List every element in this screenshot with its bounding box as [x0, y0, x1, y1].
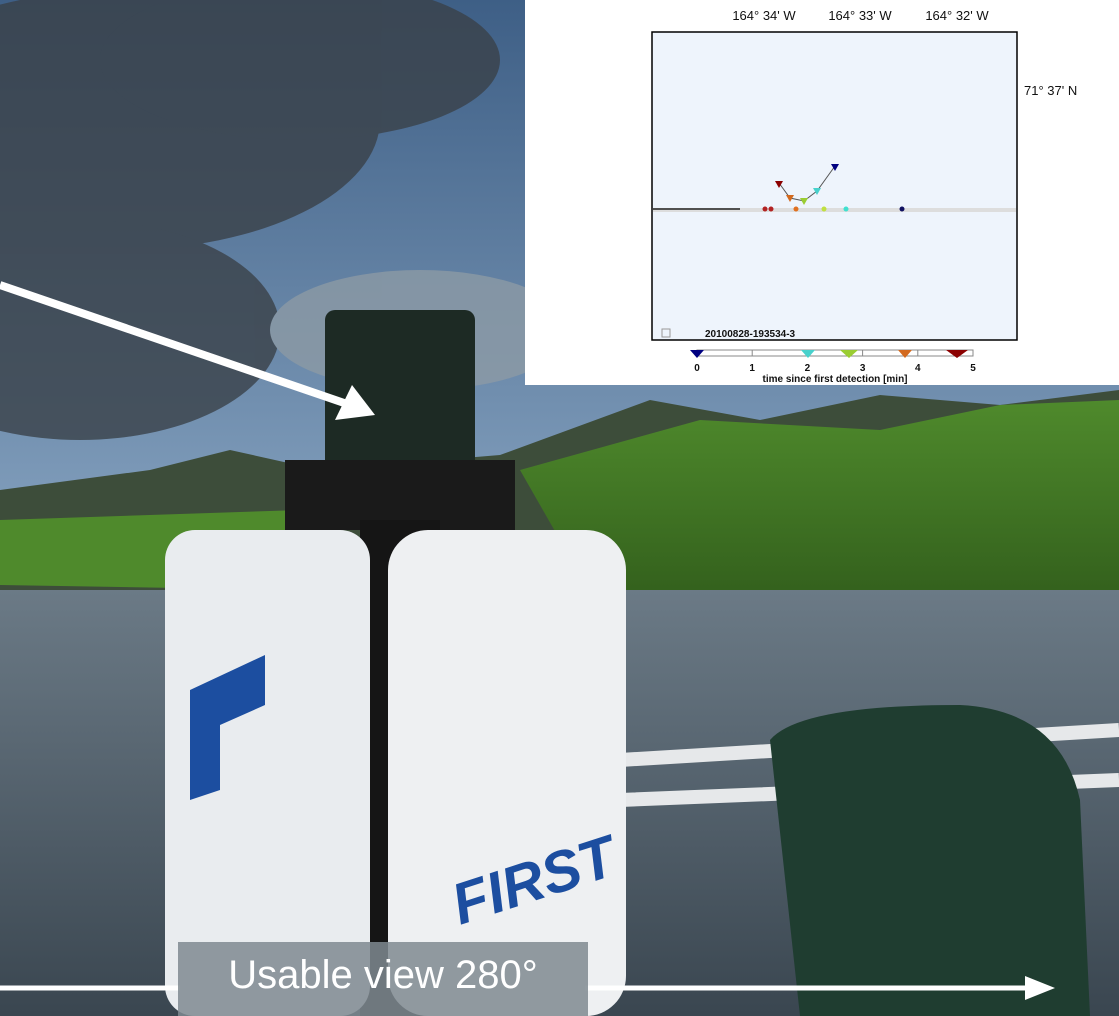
colorbar [697, 350, 973, 356]
colorbar-tick-label: 1 [749, 363, 755, 374]
colorbar-tick-label: 3 [860, 363, 866, 374]
radar-base [285, 460, 515, 530]
lon-label: 164° 33' W [828, 8, 892, 23]
plot-frame [652, 32, 1017, 340]
lon-label: 164° 32' W [925, 8, 989, 23]
radar-dome [325, 310, 475, 470]
caption: Usable view 280° [228, 953, 538, 997]
colorbar-tick-label: 4 [915, 363, 921, 374]
event-id: 20100828-193534-3 [705, 329, 796, 340]
colorbar-tick-label: 2 [805, 363, 811, 374]
lon-label: 164° 34' W [732, 8, 796, 23]
colorbar-tick-label: 0 [694, 363, 700, 374]
lat-label: 71° 37' N [1024, 83, 1077, 98]
cover [770, 705, 1090, 1016]
scene: FIRST 164° 34' W 164° 33' W 164° 32' W 7… [0, 0, 1119, 1016]
colorbar-label: time since first detection [min] [762, 374, 907, 385]
colorbar-tick-label: 5 [970, 363, 976, 374]
